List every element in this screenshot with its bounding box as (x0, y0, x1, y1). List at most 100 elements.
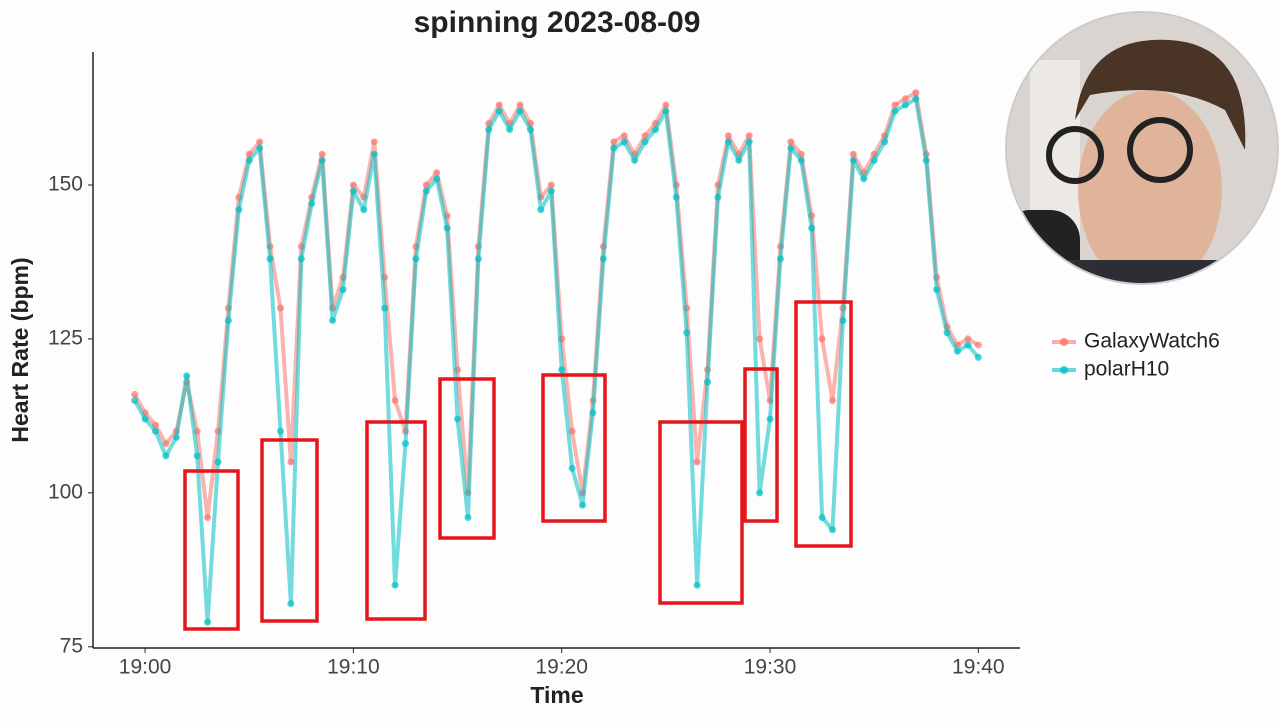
data-point (651, 126, 659, 134)
data-point (370, 138, 378, 146)
data-point (224, 316, 232, 324)
data-point (454, 415, 462, 423)
data-point (287, 600, 295, 608)
data-point (256, 138, 264, 146)
data-point (589, 409, 597, 417)
webcam (1006, 12, 1278, 284)
data-point (891, 107, 899, 115)
data-point (245, 156, 253, 164)
data-point (724, 132, 732, 140)
data-point (787, 144, 795, 152)
data-point (204, 513, 212, 521)
data-point (766, 415, 774, 423)
data-point (683, 329, 691, 337)
data-point (672, 193, 680, 201)
data-point (704, 378, 712, 386)
data-point (401, 440, 409, 448)
data-point (141, 415, 149, 423)
data-point (756, 489, 764, 497)
data-point (724, 138, 732, 146)
data-point (610, 144, 618, 152)
data-point (662, 107, 670, 115)
legend: GalaxyWatch6 polarH10 (1052, 330, 1220, 381)
highlight-box (794, 300, 853, 548)
glasses (1127, 117, 1193, 183)
highlight-box (743, 367, 779, 523)
x-tick-label: 19:30 (744, 656, 797, 679)
y-tick-label: 75 (60, 634, 83, 657)
data-point (131, 390, 139, 398)
data-point (276, 427, 284, 435)
data-point (485, 126, 493, 134)
data-point (901, 95, 909, 103)
data-point (631, 156, 639, 164)
data-point (349, 187, 357, 195)
x-tick-label: 19:40 (952, 656, 1005, 679)
data-point (922, 156, 930, 164)
data-point (318, 150, 326, 158)
data-point (474, 255, 482, 263)
x-tick-label: 19:00 (119, 656, 172, 679)
data-point (256, 144, 264, 152)
data-point (829, 526, 837, 534)
data-point (151, 427, 159, 435)
data-point (547, 187, 555, 195)
data-point (308, 199, 316, 207)
data-point (547, 181, 555, 189)
legend-label: polarH10 (1084, 358, 1169, 381)
data-point (433, 175, 441, 183)
legend-marker (1060, 366, 1068, 374)
data-point (204, 618, 212, 626)
data-point (964, 335, 972, 343)
data-point (787, 138, 795, 146)
data-point (349, 181, 357, 189)
x-axis-title: Time (530, 682, 583, 708)
data-point (172, 433, 180, 441)
data-point (797, 156, 805, 164)
x-tick-label: 19:20 (535, 656, 588, 679)
data-point (849, 150, 857, 158)
data-point (422, 187, 430, 195)
data-point (881, 138, 889, 146)
data-point (412, 255, 420, 263)
data-point (214, 458, 222, 466)
data-point (558, 366, 566, 374)
data-point (495, 107, 503, 115)
data-point (297, 255, 305, 263)
microphone (1006, 210, 1080, 284)
data-point (756, 335, 764, 343)
data-point (131, 396, 139, 404)
data-point (235, 206, 243, 214)
data-point (891, 101, 899, 109)
y-tick-label: 125 (48, 326, 83, 349)
data-point (912, 95, 920, 103)
data-point (183, 372, 191, 380)
hair (1075, 39, 1246, 150)
highlight-box (438, 377, 496, 540)
data-point (391, 581, 399, 589)
y-axis-title: Heart Rate (bpm) (7, 257, 33, 442)
shirt (1060, 260, 1278, 284)
data-point (808, 224, 816, 232)
data-point (318, 156, 326, 164)
data-point (662, 101, 670, 109)
data-point (516, 101, 524, 109)
highlight-box (260, 438, 319, 623)
plot-area (131, 89, 982, 626)
data-point (776, 255, 784, 263)
data-point (870, 156, 878, 164)
data-point (620, 138, 628, 146)
data-point (912, 89, 920, 97)
data-point (526, 126, 534, 134)
data-point (693, 458, 701, 466)
glasses (1046, 126, 1104, 184)
data-point (599, 255, 607, 263)
data-point (381, 304, 389, 312)
data-point (818, 513, 826, 521)
highlight-box (658, 420, 744, 605)
data-point (370, 150, 378, 158)
data-point (714, 193, 722, 201)
data-point (276, 304, 284, 312)
y-tick-label: 150 (48, 173, 83, 196)
